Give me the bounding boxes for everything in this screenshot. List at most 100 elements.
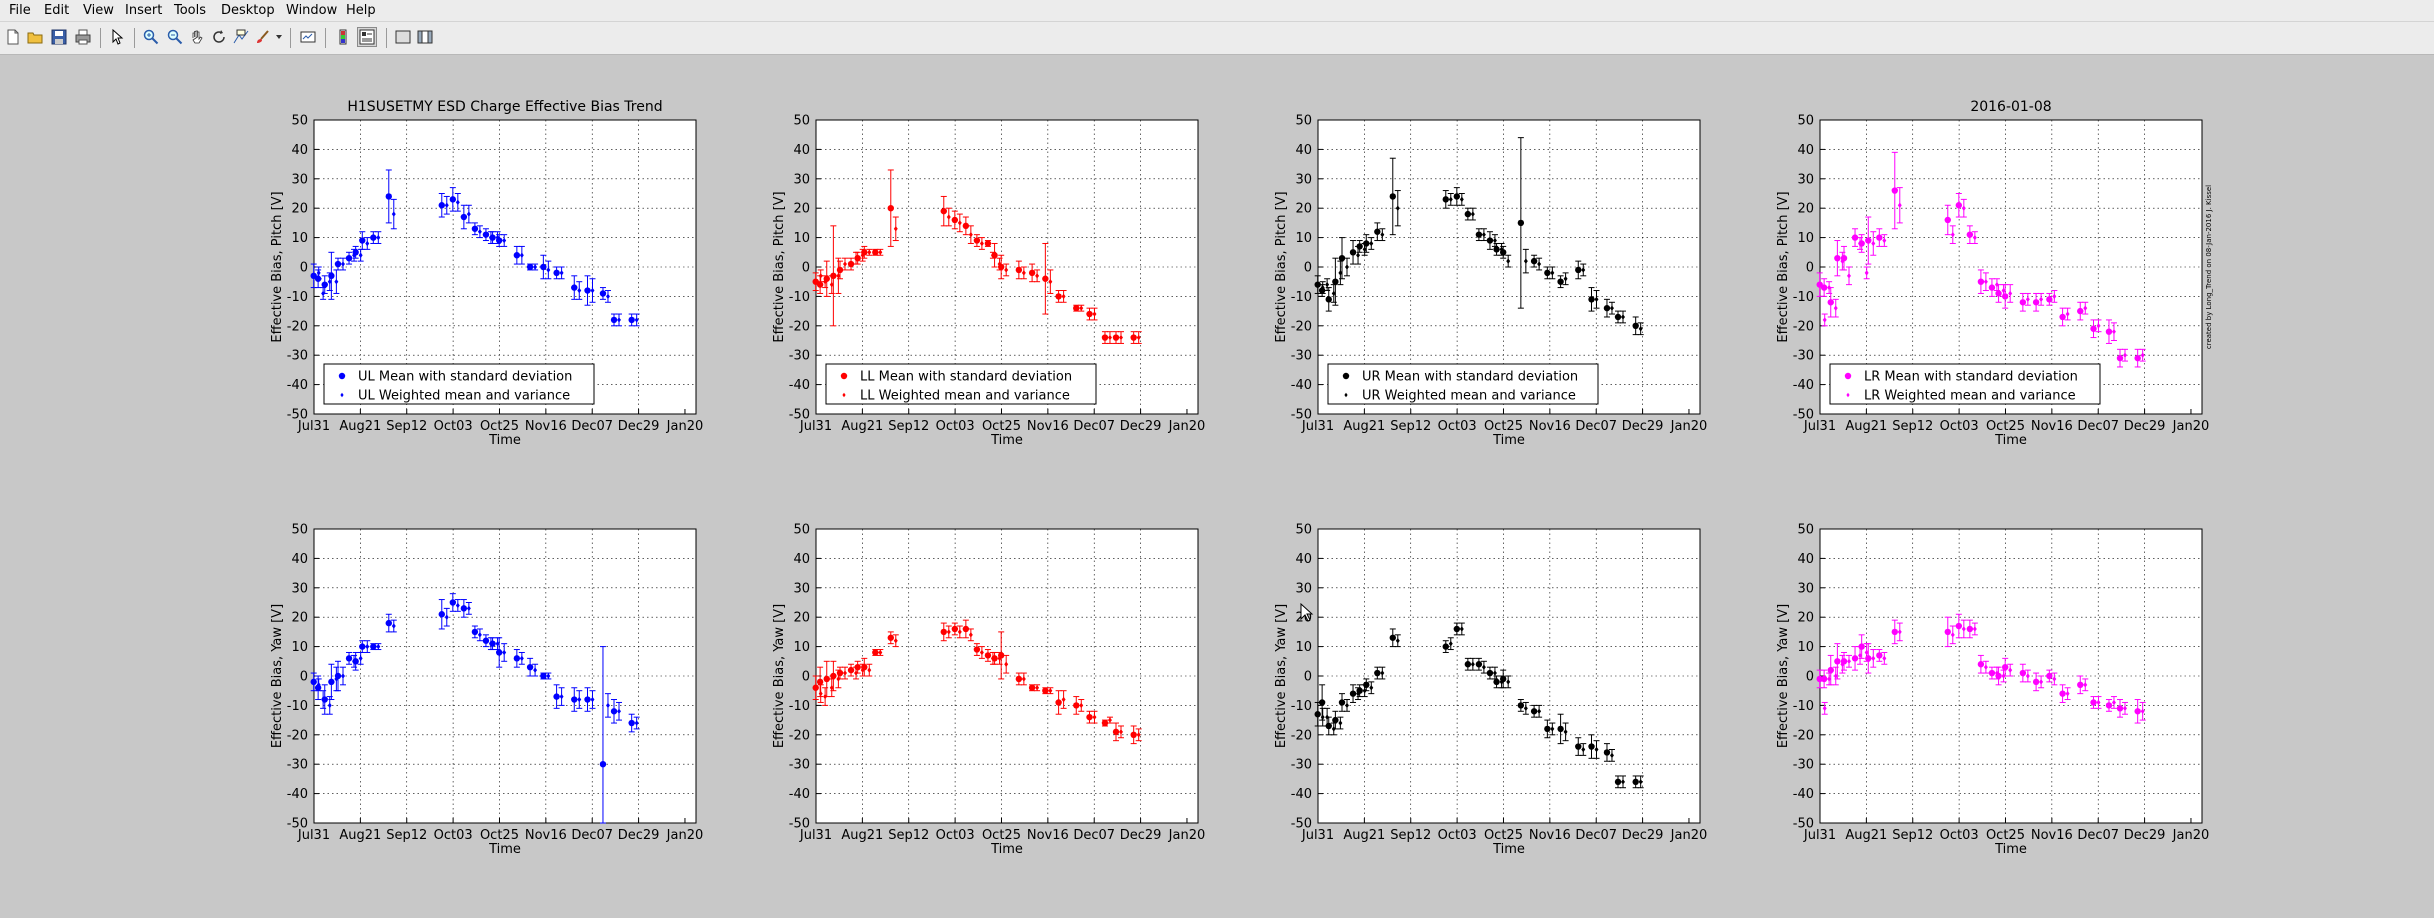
legend: LR Mean with standard deviation LR Weight… <box>1829 363 2101 405</box>
new-figure-icon[interactable] <box>3 27 23 47</box>
data-point <box>940 628 947 636</box>
menu-file[interactable]: File <box>9 3 31 18</box>
zoom-in-icon[interactable] <box>141 27 161 47</box>
link-plot-icon[interactable] <box>298 27 318 47</box>
data-point <box>2039 296 2044 303</box>
data-point <box>1581 746 1586 753</box>
y-axis-label: Effective Bias, Pitch [V] <box>1274 191 1289 342</box>
data-point <box>1048 278 1053 285</box>
data-point <box>1499 246 1504 253</box>
data-point <box>1827 299 1834 306</box>
legend-label: LR Weighted mean and variance <box>1864 389 2076 404</box>
data-point <box>2052 676 2057 682</box>
menu-insert[interactable]: Insert <box>125 3 163 18</box>
data-point <box>1331 726 1336 732</box>
x-tick-label: Jul31 <box>799 419 832 434</box>
data-point <box>1042 687 1049 694</box>
x-tick-label: Jan20 <box>1168 419 1206 434</box>
data-point <box>1827 676 1832 682</box>
data-point <box>887 205 894 212</box>
data-point <box>1506 679 1511 685</box>
y-tick-label: 50 <box>291 114 308 129</box>
data-point <box>482 231 490 238</box>
menu-desktop[interactable]: Desktop <box>221 3 275 18</box>
data-point <box>1136 334 1141 341</box>
y-tick-label: 20 <box>1797 202 1814 217</box>
y-tick-label: 0 <box>300 261 308 276</box>
data-point <box>310 678 317 686</box>
data-point <box>370 643 377 650</box>
zoom-out-icon[interactable] <box>165 27 185 47</box>
data-point <box>1349 249 1357 256</box>
series-weighted <box>315 599 640 730</box>
print-icon[interactable] <box>73 27 93 47</box>
data-point <box>830 672 837 680</box>
y-tick-label: 50 <box>1295 114 1312 129</box>
insert-colorbar-icon[interactable] <box>333 27 353 47</box>
data-point <box>519 655 524 662</box>
x-tick-label: Oct03 <box>434 828 473 843</box>
data-point <box>444 614 449 620</box>
data-point <box>1442 643 1449 650</box>
x-tick-label: Oct25 <box>480 419 519 434</box>
data-point <box>477 229 482 235</box>
data-point <box>2134 354 2141 362</box>
data-point <box>1338 699 1346 706</box>
data-point <box>1481 664 1486 670</box>
data-point <box>1314 281 1321 288</box>
data-point <box>334 260 342 268</box>
data-point <box>1389 634 1396 641</box>
data-point <box>1356 690 1361 697</box>
data-point <box>957 629 962 635</box>
y-tick-label: -30 <box>789 758 810 773</box>
data-point <box>1338 270 1343 276</box>
hide-plot-tools-icon[interactable] <box>393 27 413 47</box>
data-point <box>2001 673 2006 679</box>
data-point <box>2096 323 2101 329</box>
data-point <box>990 655 995 662</box>
data-point <box>1035 273 1040 279</box>
data-point <box>940 207 947 215</box>
data-point <box>1320 284 1325 291</box>
menu-window[interactable]: Window <box>286 3 338 18</box>
y-tick-label: 10 <box>291 231 308 246</box>
data-point <box>2083 682 2088 688</box>
toolbar-separator <box>134 28 135 48</box>
data-point <box>526 663 534 671</box>
data-point <box>1858 652 1863 659</box>
brush-icon[interactable] <box>253 27 273 47</box>
legend-box <box>323 363 595 405</box>
menu-help[interactable]: Help <box>346 3 376 18</box>
data-point <box>1389 193 1396 200</box>
data-point <box>990 252 995 258</box>
edit-plot-arrow-icon[interactable] <box>107 27 127 47</box>
y-tick-label: 30 <box>793 581 810 596</box>
rotate-3d-icon[interactable] <box>209 27 229 47</box>
x-tick-label: Dec29 <box>618 419 660 434</box>
data-point <box>860 252 865 258</box>
data-point <box>533 264 538 270</box>
data-point <box>1955 622 1963 630</box>
data-point <box>1966 231 1974 238</box>
data-point <box>1338 720 1343 726</box>
axes-lr-yaw: Jul31 Aug21 Sep12 Oct03 Oct25 Nov16 Dec07 Dec29… <box>1776 523 2209 858</box>
data-point <box>887 634 894 641</box>
menu-view[interactable]: View <box>83 3 114 18</box>
data-point <box>1871 655 1876 662</box>
x-axis-label: Time <box>488 842 521 857</box>
brush-dropdown-icon[interactable] <box>274 27 284 47</box>
data-cursor-icon[interactable] <box>231 27 251 47</box>
open-file-icon[interactable] <box>25 27 45 47</box>
y-tick-label: -50 <box>287 817 308 832</box>
legend: UR Mean with standard deviation UR Weight… <box>1327 363 1599 405</box>
x-tick-label: Dec07 <box>571 419 613 434</box>
show-plot-tools-icon[interactable] <box>415 27 435 47</box>
pan-hand-icon[interactable] <box>187 27 207 47</box>
plot-grid: Jul31 Aug21 Sep12 Oct03 Oct25 Nov16 Dec07 Dec29… <box>270 99 2213 858</box>
save-icon[interactable] <box>49 27 69 47</box>
data-point <box>1015 266 1023 274</box>
menu-tools[interactable]: Tools <box>174 3 207 18</box>
data-point <box>444 202 449 208</box>
menu-edit[interactable]: Edit <box>44 3 70 18</box>
insert-legend-icon[interactable] <box>357 27 377 47</box>
